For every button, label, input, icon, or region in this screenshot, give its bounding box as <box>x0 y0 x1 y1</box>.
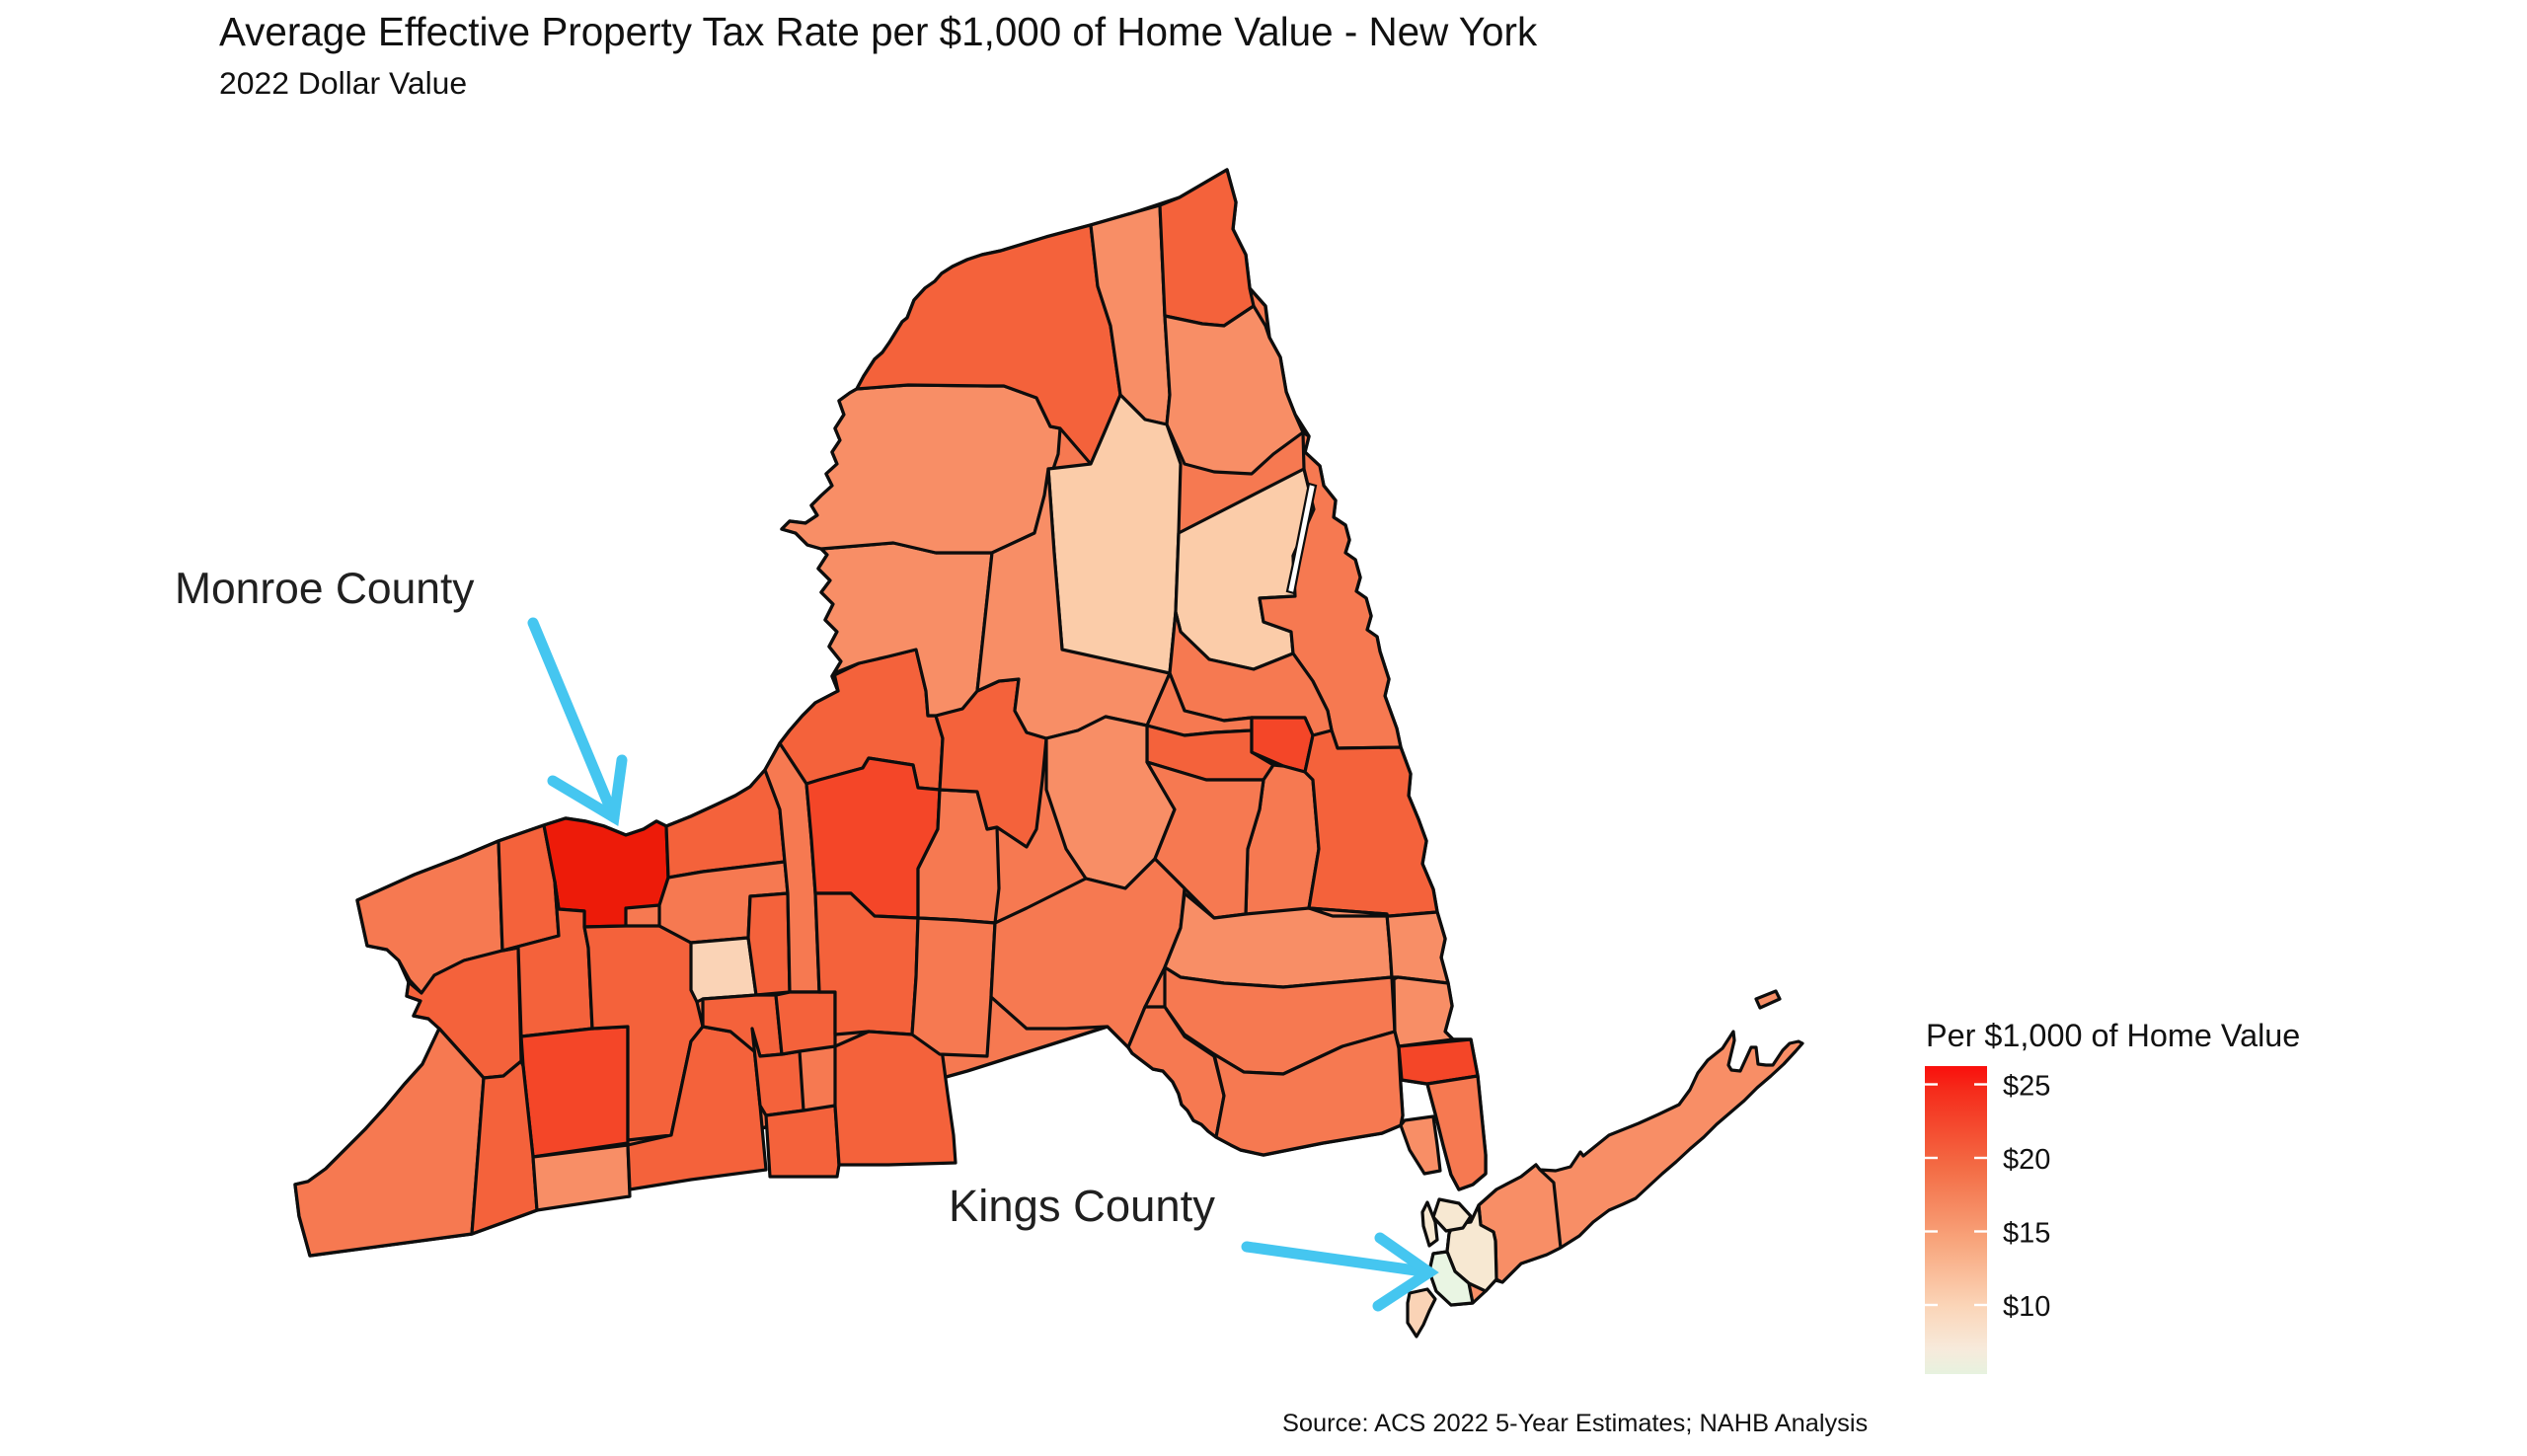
svg-text:$20: $20 <box>2003 1144 2050 1176</box>
svg-text:Average Effective Property Tax: Average Effective Property Tax Rate per … <box>219 9 1538 54</box>
svg-text:Kings County: Kings County <box>949 1181 1215 1231</box>
svg-text:Source: ACS 2022 5-Year Estima: Source: ACS 2022 5-Year Estimates; NAHB … <box>1282 1410 1868 1437</box>
svg-text:$10: $10 <box>2003 1291 2050 1323</box>
svg-text:Per $1,000 of Home Value: Per $1,000 of Home Value <box>1926 1018 2300 1053</box>
svg-text:$25: $25 <box>2003 1071 2050 1103</box>
svg-text:Monroe County: Monroe County <box>175 565 475 613</box>
svg-text:2022 Dollar Value: 2022 Dollar Value <box>219 65 467 101</box>
svg-text:$15: $15 <box>2003 1218 2050 1250</box>
